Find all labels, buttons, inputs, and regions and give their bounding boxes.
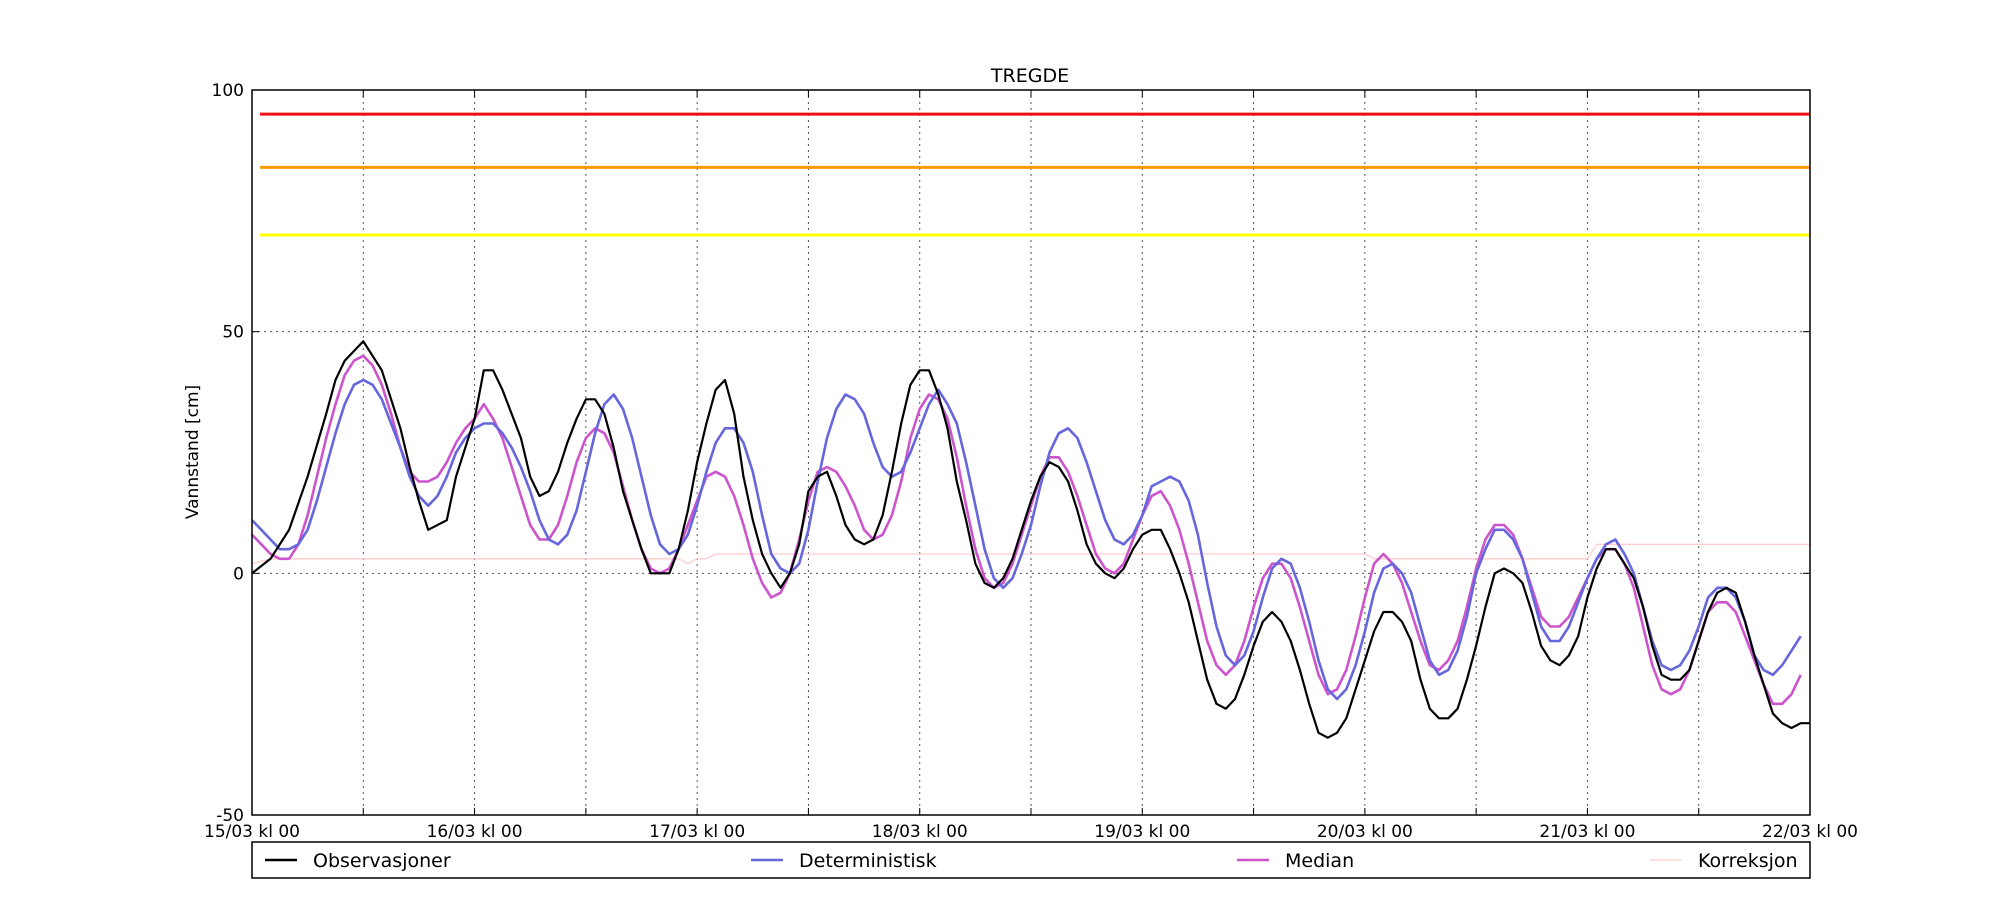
x-tick-label: 15/03 kl 00	[204, 822, 300, 842]
y-tick-label: 100	[212, 81, 244, 101]
x-tick-label: 18/03 kl 00	[872, 822, 968, 842]
legend-label-korreksjon: Korreksjon	[1698, 850, 1798, 872]
series-line-deterministisk	[251, 378, 1802, 701]
x-tick-label: 22/03 kl 00	[1762, 822, 1858, 842]
tick-layer: -50 0 50 100 15/03 kl 00 16/03 kl 00 17/03 kl …	[204, 81, 1858, 842]
legend: Observasjoner Deterministisk Median Korreks…	[251, 841, 1811, 879]
x-tick-label: 16/03 kl 00	[427, 822, 523, 842]
legend-label-median: Median	[1285, 850, 1354, 872]
x-tick-label: 17/03 kl 00	[649, 822, 745, 842]
legend-label-deterministisk: Deterministisk	[799, 850, 937, 872]
legend-box	[251, 841, 1811, 879]
y-tick-label: 0	[233, 564, 244, 584]
legend-label-observasjoner: Observasjoner	[313, 850, 451, 872]
chart-title: TREGDE	[990, 65, 1069, 87]
y-tick-label: 50	[222, 323, 244, 343]
x-tick-label: 21/03 kl 00	[1539, 822, 1635, 842]
x-tick-label: 19/03 kl 00	[1094, 822, 1190, 842]
x-tick-label: 20/03 kl 00	[1317, 822, 1413, 842]
grid-layer	[252, 90, 1810, 815]
y-axis-label: Vannstand [cm]	[183, 385, 203, 519]
threshold-layer	[260, 112, 1810, 237]
series-line-korreksjon	[251, 543, 1810, 565]
series-line-observasjoner	[251, 340, 1810, 739]
y-tick-label: -50	[216, 806, 244, 826]
series-layer	[251, 340, 1810, 739]
series-line-median	[251, 354, 1802, 706]
